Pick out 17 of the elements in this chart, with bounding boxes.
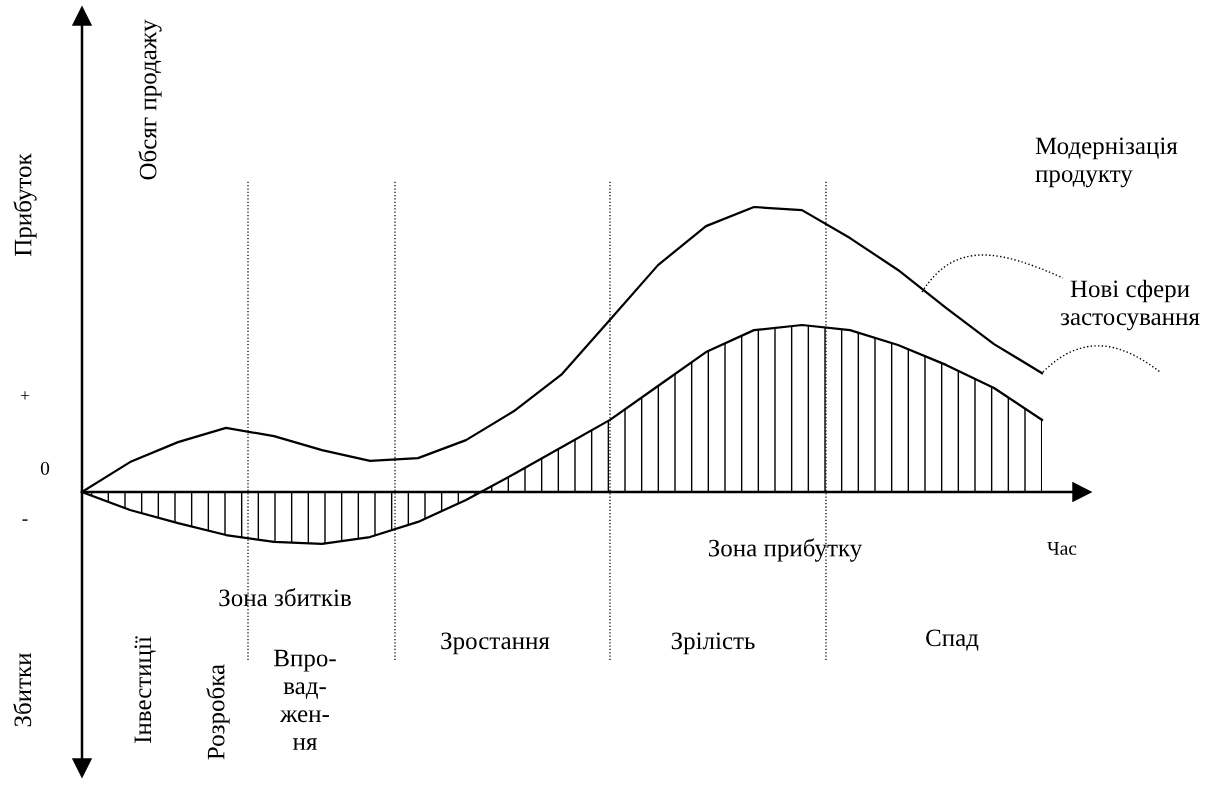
text: -: [22, 519, 28, 521]
text: +: [20, 391, 30, 400]
text: Зона збитків: [219, 588, 351, 607]
text: Зростання: [441, 632, 550, 655]
text: Впро- вад- жен- ня: [274, 649, 336, 750]
text: Розробка: [206, 664, 230, 760]
text: Модернізація продукту: [1035, 137, 1178, 188]
text: Збитки: [13, 653, 32, 727]
text: Інвестиції: [134, 636, 156, 743]
text: Зрілість: [671, 632, 755, 655]
annotation: Нові сфери застосування: [1060, 279, 1200, 331]
annotation: Зона прибутку: [708, 538, 863, 562]
text: 0: [40, 461, 50, 475]
text: Спад: [926, 629, 979, 651]
text: Обсяг продажу: [138, 19, 162, 180]
y-axis-title: Прибуток: [13, 153, 37, 256]
x-axis-title: Час: [1047, 541, 1077, 555]
